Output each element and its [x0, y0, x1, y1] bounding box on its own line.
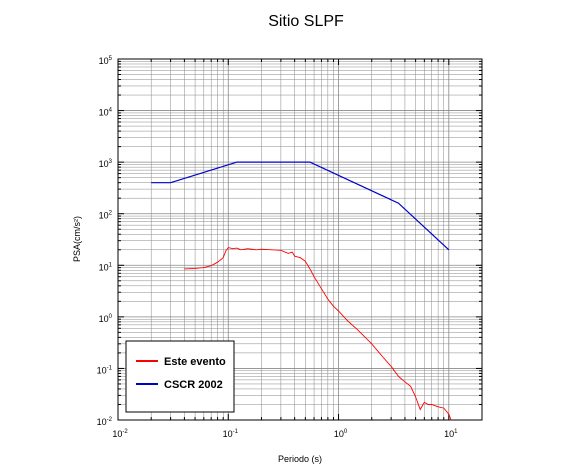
y-tick-label: 104	[99, 108, 113, 118]
data-lines	[151, 161, 452, 421]
y-tick-label-exponent: -1	[107, 365, 113, 371]
legend-label-cscr-2002: CSCR 2002	[164, 379, 223, 391]
series-line-este-evento	[184, 247, 452, 421]
chart-title: Sitio SLPF	[268, 13, 344, 30]
y-tick-label: 100	[99, 314, 113, 324]
x-tick-label-base: 10	[444, 429, 454, 439]
x-tick-label-base: 10	[223, 429, 233, 439]
y-tick-label-base: 10	[99, 314, 109, 324]
x-axis-label: Periodo (s)	[278, 454, 322, 464]
y-tick-label: 103	[99, 159, 113, 169]
y-tick-label-base: 10	[99, 262, 109, 272]
y-tick-label-base: 10	[99, 108, 109, 118]
y-axis-label: PSA(cm/s²)	[72, 216, 82, 262]
x-tick-label-exponent: 0	[344, 429, 348, 435]
y-tick-label-exponent: 5	[109, 56, 113, 62]
series-line-cscr-2002	[151, 161, 450, 251]
x-tick-label: 10-2	[112, 429, 128, 439]
y-tick-label: 10-1	[97, 365, 113, 375]
plot-frame	[117, 58, 483, 421]
y-tick-label-exponent: 0	[109, 314, 113, 320]
y-tick-label-base: 10	[97, 417, 107, 427]
x-tick-label: 100	[334, 429, 348, 439]
x-tick-label-base: 10	[334, 429, 344, 439]
y-tick-label-base: 10	[99, 159, 109, 169]
y-tick-label-base: 10	[97, 365, 107, 375]
x-tick-label: 101	[444, 429, 458, 439]
y-tick-label-exponent: -2	[107, 417, 113, 423]
x-tick-label-exponent: -2	[122, 429, 128, 435]
y-tick-label: 102	[99, 211, 113, 221]
y-tick-label: 101	[99, 262, 113, 272]
legend-label-este-evento: Este evento	[164, 356, 226, 368]
legend-box	[125, 340, 235, 413]
y-tick-label: 10-2	[97, 417, 113, 427]
y-tick-label-exponent: 4	[109, 108, 113, 114]
x-tick-label-base: 10	[112, 429, 122, 439]
x-tick-label: 10-1	[223, 429, 239, 439]
x-tick-label-exponent: -1	[233, 429, 239, 435]
y-tick-label-exponent: 3	[109, 159, 113, 165]
y-tick-label-base: 10	[99, 211, 109, 221]
legend: Este evento CSCR 2002	[125, 340, 235, 413]
y-tick-label: 105	[99, 56, 113, 66]
y-tick-label-exponent: 2	[109, 211, 113, 217]
y-tick-label-base: 10	[99, 56, 109, 66]
y-tick-label-exponent: 1	[109, 262, 113, 268]
x-tick-label-exponent: 1	[454, 429, 458, 435]
axis-ticks	[117, 58, 483, 421]
